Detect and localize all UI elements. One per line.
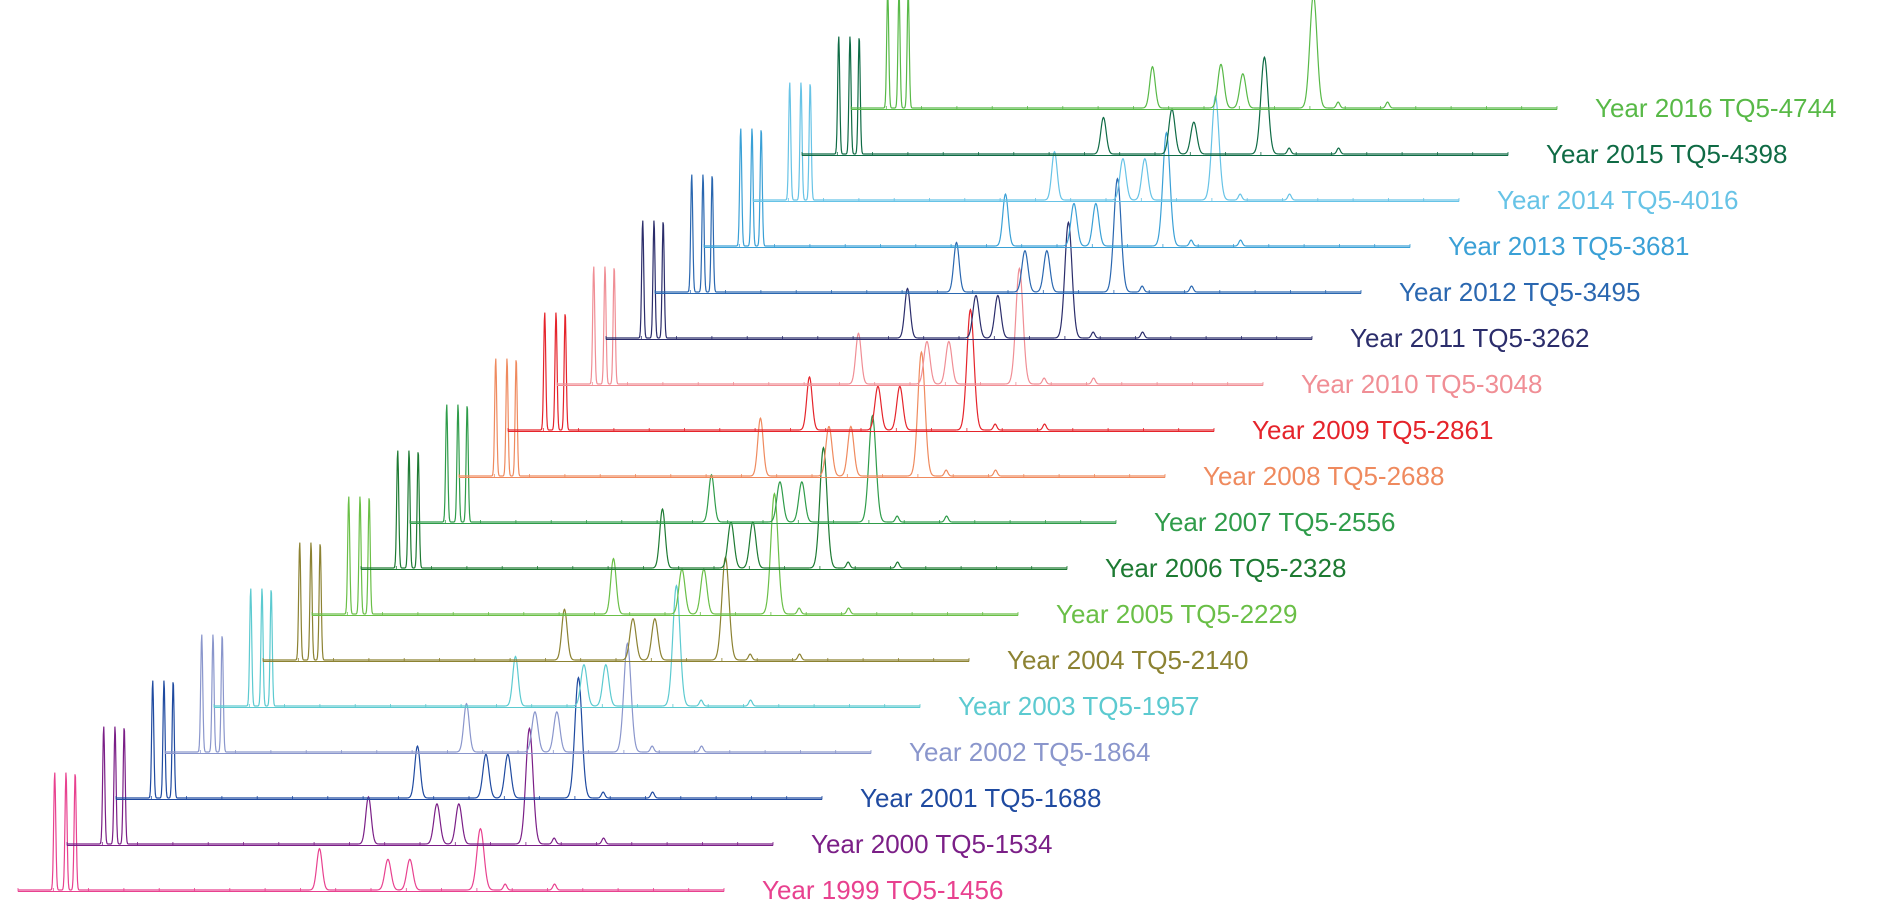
series-7: Year 2005 TQ5-2229 [311, 492, 1297, 629]
series-label: Year 2008 TQ5-2688 [1203, 461, 1444, 491]
series-label: Year 2004 TQ5-2140 [1007, 645, 1248, 675]
series-9: Year 2007 TQ5-2556 [409, 404, 1395, 537]
series-15: Year 2013 TQ5-3681 [703, 128, 1689, 261]
series-trace [704, 128, 1410, 247]
series-label: Year 2000 TQ5-1534 [811, 829, 1052, 859]
series-10: Year 2008 TQ5-2688 [458, 350, 1444, 491]
series-2: Year 2000 TQ5-1534 [66, 726, 1052, 859]
series-5: Year 2003 TQ5-1957 [213, 584, 1199, 721]
series-label: Year 2016 TQ5-4744 [1595, 93, 1836, 123]
series-3: Year 2001 TQ5-1688 [115, 676, 1101, 813]
series-trace [459, 350, 1165, 477]
series-18: Year 2016 TQ5-4744 [850, 0, 1836, 123]
series-label: Year 2014 TQ5-4016 [1497, 185, 1738, 215]
series-label: Year 2009 TQ5-2861 [1252, 415, 1493, 445]
series-trace [263, 542, 969, 661]
series-trace [508, 308, 1214, 431]
series-label: Year 2006 TQ5-2328 [1105, 553, 1346, 583]
series-label: Year 2007 TQ5-2556 [1154, 507, 1395, 537]
series-trace [165, 634, 871, 753]
series-trace [67, 726, 773, 845]
series-trace [18, 772, 724, 891]
series-trace [606, 220, 1312, 339]
series-trace [214, 584, 920, 707]
series-label: Year 1999 TQ5-1456 [762, 875, 1003, 900]
series-13: Year 2011 TQ5-3262 [605, 220, 1589, 353]
series-trace [361, 446, 1067, 569]
series-label: Year 2011 TQ5-3262 [1350, 323, 1589, 353]
series-label: Year 2012 TQ5-3495 [1399, 277, 1640, 307]
series-6: Year 2004 TQ5-2140 [262, 542, 1248, 675]
series-17: Year 2015 TQ5-4398 [801, 36, 1787, 169]
series-4: Year 2002 TQ5-1864 [164, 634, 1150, 767]
series-label: Year 2015 TQ5-4398 [1546, 139, 1787, 169]
series-trace [753, 82, 1459, 201]
series-14: Year 2012 TQ5-3495 [654, 174, 1640, 307]
series-11: Year 2009 TQ5-2861 [507, 308, 1493, 445]
series-trace [557, 266, 1263, 385]
series-trace [312, 492, 1018, 615]
series-trace [802, 36, 1508, 155]
series-trace [116, 676, 822, 799]
series-label: Year 2013 TQ5-3681 [1448, 231, 1689, 261]
series-12: Year 2010 TQ5-3048 [556, 266, 1542, 399]
series-trace [851, 0, 1557, 109]
series-trace [410, 404, 1116, 523]
series-16: Year 2014 TQ5-4016 [752, 82, 1738, 215]
series-trace [655, 174, 1361, 293]
series-label: Year 2005 TQ5-2229 [1056, 599, 1297, 629]
series-label: Year 2002 TQ5-1864 [909, 737, 1150, 767]
series-label: Year 2010 TQ5-3048 [1301, 369, 1542, 399]
series-8: Year 2006 TQ5-2328 [360, 446, 1346, 583]
series-label: Year 2003 TQ5-1957 [958, 691, 1199, 721]
series-label: Year 2001 TQ5-1688 [860, 783, 1101, 813]
